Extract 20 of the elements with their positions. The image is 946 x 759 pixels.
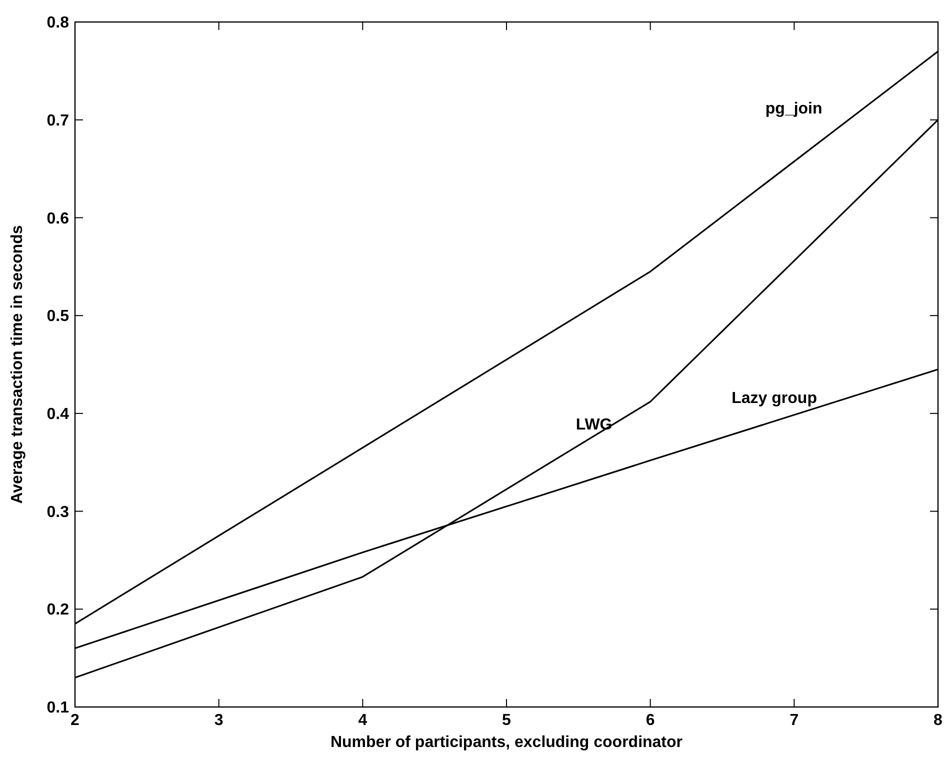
x-tick-label: 7 [790,712,799,729]
x-tick-label: 5 [502,712,512,729]
y-tick-label: 0.4 [46,406,70,424]
y-tick-label: 0.5 [46,308,70,326]
y-tick-label: 0.2 [46,602,70,619]
x-tick-label: 8 [934,712,943,729]
y-tick-label: 0.7 [46,112,70,130]
x-tick-label: 2 [70,712,80,729]
x-tick-label: 4 [358,712,368,729]
y-tick-label: 0.1 [46,700,70,717]
y-tick-label: 0.3 [46,504,70,521]
series-label: Lazy group [732,390,818,408]
x-axis-title: Number of participants, excluding coordinator [330,734,683,751]
series-label: LWG [576,416,612,434]
series-label: pg_join [765,100,822,118]
x-tick-label: 6 [646,712,655,729]
x-tick-label: 3 [214,712,224,729]
y-tick-label: 0.8 [46,14,70,32]
y-axis-title: Average transaction time in seconds [9,225,26,504]
y-tick-label: 0.6 [46,210,70,228]
